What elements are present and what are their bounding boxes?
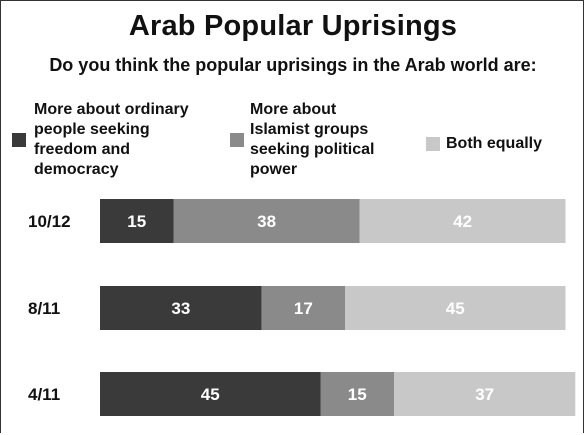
data-label: 37 (475, 385, 494, 404)
bar-segment (359, 199, 566, 243)
category-label: 4/11 (28, 385, 60, 404)
bar-segment (100, 372, 321, 416)
legend-swatch-islamist (230, 133, 244, 147)
legend-label-both: Both equally (446, 135, 543, 152)
legend-swatch-both (426, 137, 440, 151)
chart-subtitle: Do you think the popular uprisings in th… (49, 55, 537, 75)
bar-segment (320, 372, 394, 416)
data-label: 17 (294, 299, 313, 318)
legend-item-freedom: More about ordinary people seeking freed… (12, 100, 189, 180)
legend-label-freedom: More about ordinary people seeking freed… (34, 101, 189, 178)
data-label: 45 (201, 385, 220, 404)
data-label: 38 (257, 212, 276, 231)
legend-item-both: Both equally (426, 134, 542, 154)
chart-title: Arab Popular Uprisings (128, 10, 458, 42)
bar-segment (100, 199, 174, 243)
bar-segment (345, 286, 566, 330)
data-label: 33 (171, 299, 190, 318)
bar-segment (173, 199, 360, 243)
bar-segment (261, 286, 345, 330)
data-label: 45 (446, 299, 465, 318)
category-label: 10/12 (28, 212, 71, 231)
legend-item-islamist: More about Islamist groups seeking polit… (230, 100, 374, 180)
data-label: 15 (348, 385, 367, 404)
category-label: 8/11 (28, 299, 60, 318)
data-label: 15 (127, 212, 146, 231)
legend-label-islamist: More about Islamist groups seeking polit… (250, 101, 375, 178)
bar-segment (100, 286, 262, 330)
bar-segment (394, 372, 576, 416)
data-label: 42 (453, 212, 472, 231)
legend-swatch-freedom (12, 133, 26, 147)
